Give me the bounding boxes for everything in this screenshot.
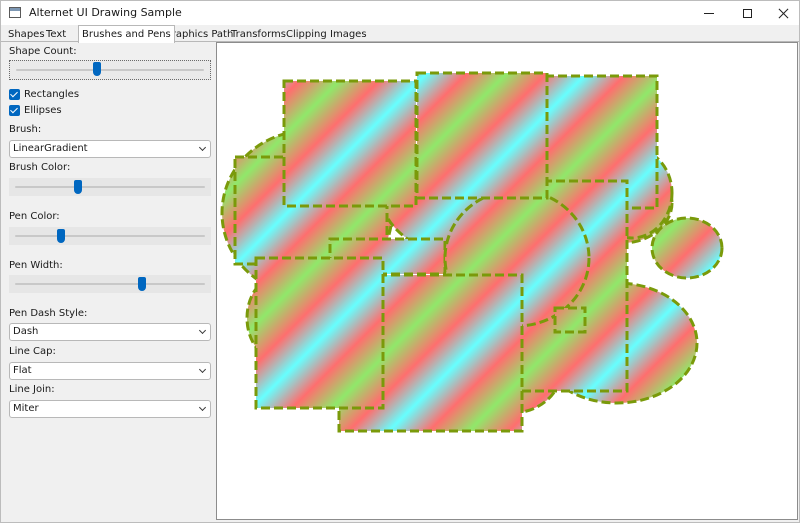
line-join-value: Miter [13,403,39,414]
chevron-down-icon [198,365,207,374]
ellipses-label: Ellipses [24,105,62,116]
maximize-button[interactable] [731,1,763,25]
title-bar[interactable]: Alternet UI Drawing Sample [1,1,799,25]
minimize-icon [704,12,714,14]
pen-color-slider[interactable] [9,227,211,245]
rectangles-label: Rectangles [24,89,80,100]
line-cap-label: Line Cap: [9,346,56,357]
brush-dropdown[interactable]: LinearGradient [9,140,211,158]
rectangle-shape [254,256,385,410]
brush-value: LinearGradient [13,143,88,154]
pen-color-label: Pen Color: [9,211,60,222]
pen-dash-style-dropdown[interactable]: Dash [9,323,211,341]
chevron-down-icon [198,143,207,152]
drawing-surface [220,71,724,433]
tab-graphics-path[interactable]: Graphics Path [164,29,234,40]
tab-transforms[interactable]: Transforms [231,29,286,40]
ellipse-shape [650,216,724,280]
tab-panel-border [1,41,799,42]
tab-clipping[interactable]: Clipping [286,29,327,40]
slider-thumb[interactable] [138,277,147,291]
rectangle-shape [553,306,587,334]
rectangles-checkbox[interactable]: Rectangles [9,88,79,101]
pen-dash-style-label: Pen Dash Style: [9,308,88,319]
line-cap-value: Flat [13,365,32,376]
app-icon [9,7,21,18]
close-icon [778,8,789,19]
brush-color-slider[interactable] [9,178,211,196]
settings-sidebar: Shape Count: Rectangles Ellipses Brush: … [1,42,215,522]
drawing-canvas[interactable] [216,42,798,520]
tab-shapes[interactable]: Shapes [8,29,45,40]
line-join-dropdown[interactable]: Miter [9,400,211,418]
brush-label: Brush: [9,124,42,135]
brush-color-label: Brush Color: [9,162,71,173]
minimize-button[interactable] [693,1,725,25]
tab-brushes-and-pens[interactable]: Brushes and Pens [78,25,175,43]
tab-strip: Shapes Text Brushes and Pens Graphics Pa… [1,25,799,43]
tab-images[interactable]: Images [330,29,367,40]
rectangle-shape [415,71,549,200]
shape-count-label: Shape Count: [9,46,77,57]
close-button[interactable] [767,1,799,25]
slider-track [15,235,205,237]
pen-width-label: Pen Width: [9,260,63,271]
chevron-down-icon [198,403,207,412]
checkbox-checked-icon [9,89,20,100]
line-cap-dropdown[interactable]: Flat [9,362,211,380]
slider-thumb[interactable] [56,229,65,243]
checkbox-checked-icon [9,105,20,116]
pen-dash-style-value: Dash [13,326,39,337]
chevron-down-icon [198,326,207,335]
pen-width-slider[interactable] [9,275,211,293]
slider-track [15,186,205,188]
slider-track [16,69,204,71]
tab-text[interactable]: Text [46,29,67,40]
line-join-label: Line Join: [9,384,55,395]
ellipses-checkbox[interactable]: Ellipses [9,104,62,117]
rectangle-shape [282,79,418,208]
maximize-icon [742,8,752,18]
slider-track [15,283,205,285]
slider-thumb[interactable] [92,62,101,76]
slider-thumb[interactable] [73,180,82,194]
shape-count-slider[interactable] [9,60,211,80]
window-title: Alternet UI Drawing Sample [29,6,182,19]
